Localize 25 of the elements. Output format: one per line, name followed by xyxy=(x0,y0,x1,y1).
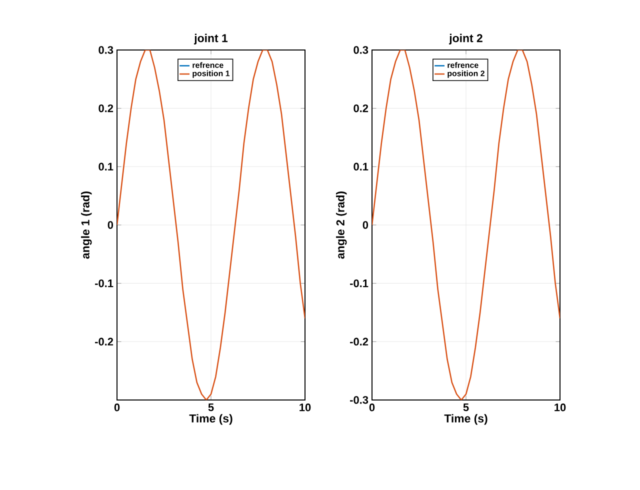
x-tick-label: 0 xyxy=(369,404,375,412)
x-axis-title: Time (s) xyxy=(444,414,488,425)
x-tick-label: 10 xyxy=(554,404,566,412)
y-axis-title: angle 2 (rad) xyxy=(336,192,347,259)
y-tick-label: 0.2 xyxy=(98,104,114,112)
y-tick-label: 0.3 xyxy=(98,46,114,54)
x-tick-label: 10 xyxy=(300,404,311,412)
x-tick-label: 5 xyxy=(208,404,214,412)
x-tick-label: 5 xyxy=(463,404,469,412)
y-tick-label: -0.2 xyxy=(95,338,114,346)
y-tick-label: -0.1 xyxy=(95,279,114,288)
y-tick-label: 0 xyxy=(108,221,114,229)
y-tick-label: 0 xyxy=(362,221,368,229)
y-tick-label: -0.2 xyxy=(350,338,368,346)
y-tick-label: 0.1 xyxy=(98,162,114,171)
y-tick-label: 0.2 xyxy=(354,104,368,112)
y-tick-label: -0.1 xyxy=(350,279,368,288)
x-tick-label: 0 xyxy=(114,404,120,412)
y-tick-label: 0.3 xyxy=(354,46,368,54)
chart-title: joint 2 xyxy=(448,34,482,44)
y-tick-label: -0.3 xyxy=(350,396,368,404)
y-tick-label: 0.1 xyxy=(354,162,368,171)
y-axis-title: angle 1 (rad) xyxy=(81,192,92,259)
chart-title: joint 1 xyxy=(194,34,228,44)
x-axis-title: Time (s) xyxy=(189,414,232,425)
